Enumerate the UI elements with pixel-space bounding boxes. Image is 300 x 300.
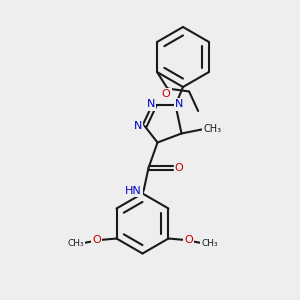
Text: O: O	[162, 89, 170, 99]
Text: HN: HN	[125, 185, 142, 196]
Text: N: N	[134, 121, 142, 131]
Text: CH₃: CH₃	[201, 239, 218, 248]
Text: O: O	[175, 163, 184, 173]
Text: CH₃: CH₃	[203, 124, 221, 134]
Text: O: O	[92, 235, 101, 245]
Text: N: N	[147, 99, 155, 110]
Text: O: O	[184, 235, 193, 245]
Text: CH₃: CH₃	[67, 239, 84, 248]
Text: N: N	[175, 99, 183, 110]
